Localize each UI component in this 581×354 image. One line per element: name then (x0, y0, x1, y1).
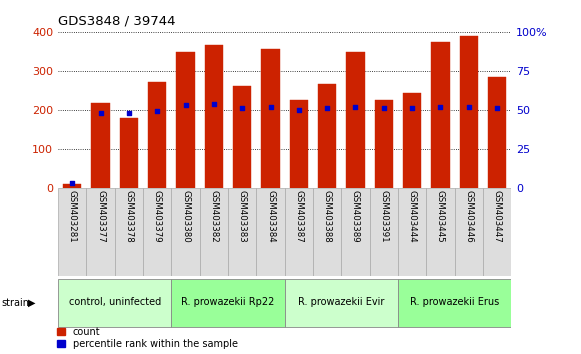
Point (266, 104, 275, 109)
Point (294, 107, 303, 113)
Bar (431, 42, 450, 188)
Bar (261, 50, 279, 188)
Text: GSM403378: GSM403378 (124, 190, 134, 243)
Text: R. prowazekii Rp22: R. prowazekii Rp22 (181, 297, 275, 307)
Point (322, 105, 332, 111)
Text: strain: strain (1, 298, 29, 308)
Bar (58, 279, 171, 326)
Bar (346, 52, 365, 188)
Point (96, 110, 105, 116)
Point (351, 104, 360, 109)
Bar (318, 85, 336, 188)
Text: R. prowazekii Evir: R. prowazekii Evir (298, 297, 385, 307)
Bar (285, 279, 398, 326)
Bar (91, 103, 110, 188)
Bar (398, 279, 511, 326)
Bar (313, 188, 342, 276)
Text: GSM403387: GSM403387 (295, 190, 303, 243)
Point (407, 105, 417, 111)
Bar (87, 188, 115, 276)
Text: control, uninfected: control, uninfected (69, 297, 161, 307)
Bar (370, 188, 398, 276)
Point (209, 101, 218, 106)
Text: GSM403444: GSM403444 (408, 190, 417, 243)
Legend: count, percentile rank within the sample: count, percentile rank within the sample (57, 327, 238, 349)
Point (464, 104, 474, 109)
Bar (200, 188, 228, 276)
Bar (290, 100, 308, 188)
Text: GSM403377: GSM403377 (96, 190, 105, 243)
Bar (205, 46, 223, 188)
Bar (120, 118, 138, 188)
Bar (171, 279, 285, 326)
Bar (143, 188, 171, 276)
Point (379, 105, 389, 111)
Point (181, 102, 190, 108)
Text: ▶: ▶ (28, 298, 35, 308)
Text: GSM403391: GSM403391 (379, 190, 388, 243)
Bar (403, 93, 421, 188)
Bar (63, 184, 81, 188)
Bar (233, 86, 252, 188)
Bar (426, 188, 455, 276)
Point (436, 104, 445, 109)
Bar (171, 188, 200, 276)
Point (238, 105, 247, 111)
Bar (115, 188, 143, 276)
Text: R. prowazekii Erus: R. prowazekii Erus (410, 297, 499, 307)
Bar (285, 188, 313, 276)
Bar (342, 188, 370, 276)
Point (153, 108, 162, 114)
Text: GSM403447: GSM403447 (493, 190, 501, 243)
Point (124, 110, 134, 116)
Bar (177, 52, 195, 188)
Text: GSM403388: GSM403388 (322, 190, 332, 243)
Text: GSM403389: GSM403389 (351, 190, 360, 243)
Text: GSM403281: GSM403281 (68, 190, 77, 243)
Bar (228, 188, 256, 276)
Bar (455, 188, 483, 276)
Bar (375, 100, 393, 188)
Bar (58, 188, 87, 276)
Text: GSM403379: GSM403379 (153, 190, 162, 243)
Text: GSM403380: GSM403380 (181, 190, 190, 243)
Text: GSM403384: GSM403384 (266, 190, 275, 243)
Bar (483, 188, 511, 276)
Bar (398, 188, 426, 276)
Text: GSM403382: GSM403382 (209, 190, 218, 243)
Text: GSM403383: GSM403383 (238, 190, 247, 243)
Point (67, 180, 77, 186)
Bar (488, 78, 506, 188)
Point (493, 105, 502, 111)
Bar (256, 188, 285, 276)
Text: GDS3848 / 39744: GDS3848 / 39744 (58, 14, 175, 27)
Text: GSM403446: GSM403446 (464, 190, 474, 243)
Text: GSM403445: GSM403445 (436, 190, 445, 243)
Bar (460, 36, 478, 188)
Bar (148, 82, 166, 188)
